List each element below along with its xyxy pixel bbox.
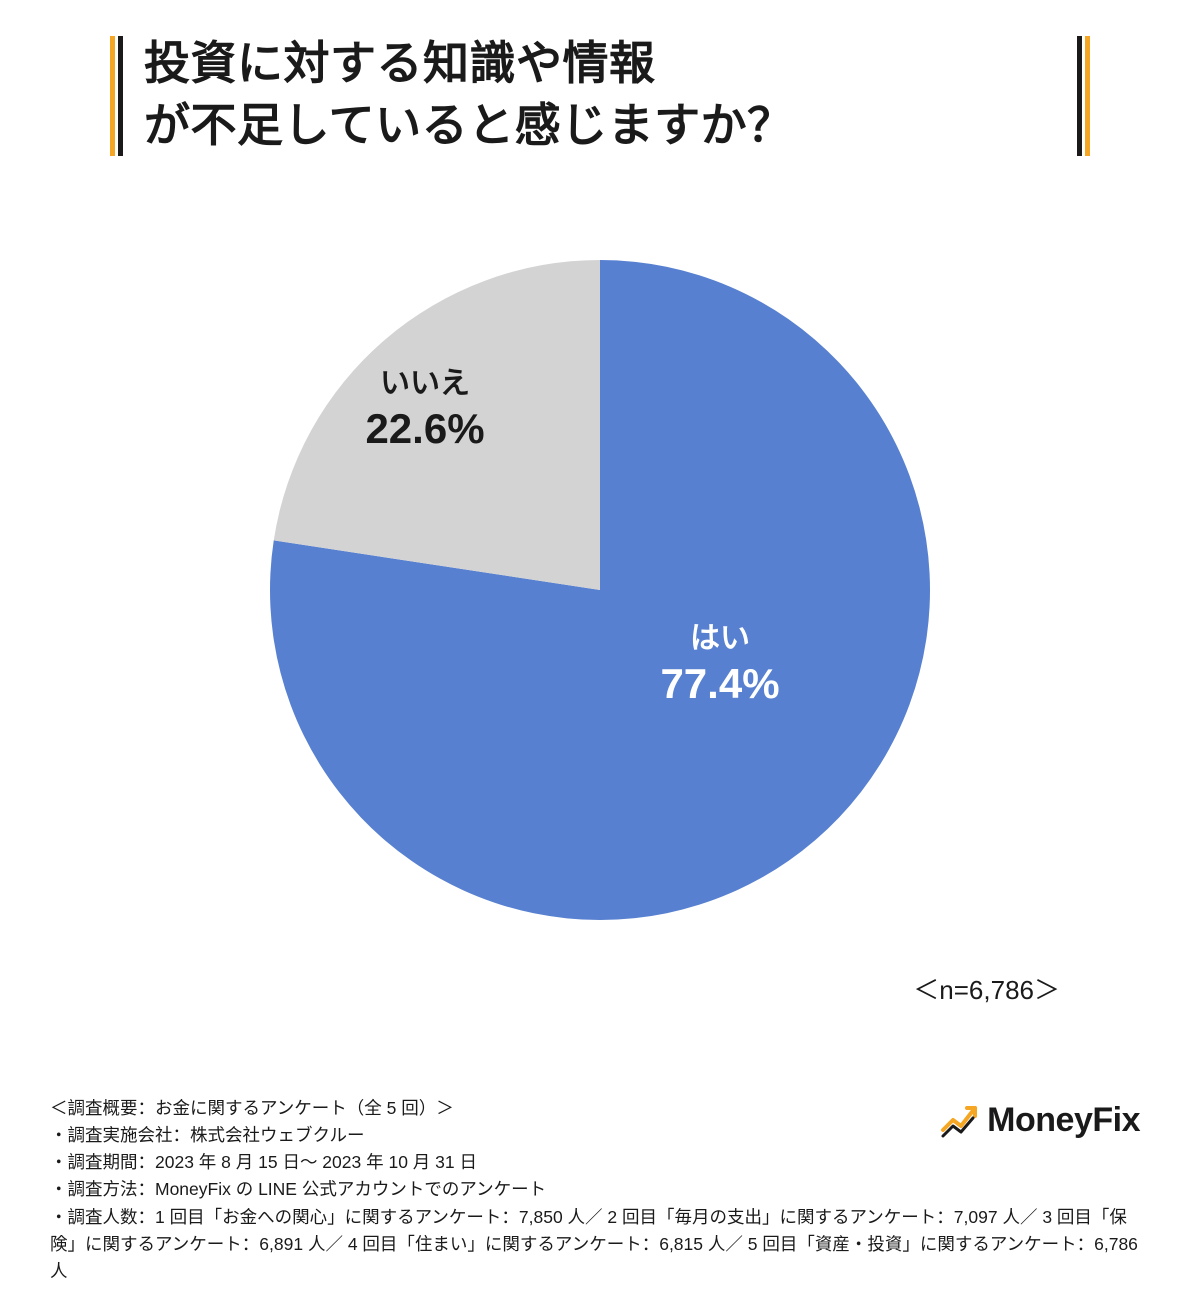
logo-text-x: x	[1122, 1101, 1140, 1139]
logo-text-fix: Fi	[1092, 1101, 1121, 1139]
slice-percent-no: 22.6%	[335, 403, 515, 456]
slice-percent-yes: 77.4%	[630, 658, 810, 711]
pie-svg	[0, 240, 1200, 960]
title-block: 投資に対する知識や情報 が不足していると感じますか？	[120, 32, 1080, 156]
accent-bar-orange	[110, 36, 115, 156]
pie-slice-label-yes: はい77.4%	[630, 620, 810, 710]
slice-name-no: いいえ	[335, 365, 515, 403]
slice-name-yes: はい	[630, 620, 810, 658]
accent-bar-black	[118, 36, 123, 156]
moneyfix-logo: MoneyFix	[939, 1100, 1140, 1140]
logo-text-money: Money	[987, 1101, 1092, 1139]
footnote-line: ・調査期間：2023 年 8 月 15 日～ 2023 年 10 月 31 日	[50, 1149, 1150, 1176]
pie-chart: はい77.4% いいえ22.6%	[0, 240, 1200, 960]
pie-slice-label-no: いいえ22.6%	[335, 365, 515, 455]
footnote-line: ・調査人数：1 回目「お金への関心」に関するアンケート：7,850 人／ 2 回…	[50, 1204, 1150, 1285]
accent-bar-black	[1077, 36, 1082, 156]
accent-bar-orange	[1085, 36, 1090, 156]
title-line-2: が不足していると感じますか？	[144, 99, 794, 151]
moneyfix-logo-text: MoneyFix	[987, 1101, 1140, 1140]
title-accent-left	[110, 36, 123, 156]
chart-title: 投資に対する知識や情報 が不足していると感じますか？	[120, 32, 1080, 156]
moneyfix-logo-icon	[939, 1100, 979, 1140]
title-accent-right	[1077, 36, 1090, 156]
footnote-line: ・調査方法：MoneyFix の LINE 公式アカウントでのアンケート	[50, 1176, 1150, 1203]
title-line-1: 投資に対する知識や情報	[144, 37, 656, 89]
sample-size: ＜n=6,786＞	[913, 970, 1060, 1007]
